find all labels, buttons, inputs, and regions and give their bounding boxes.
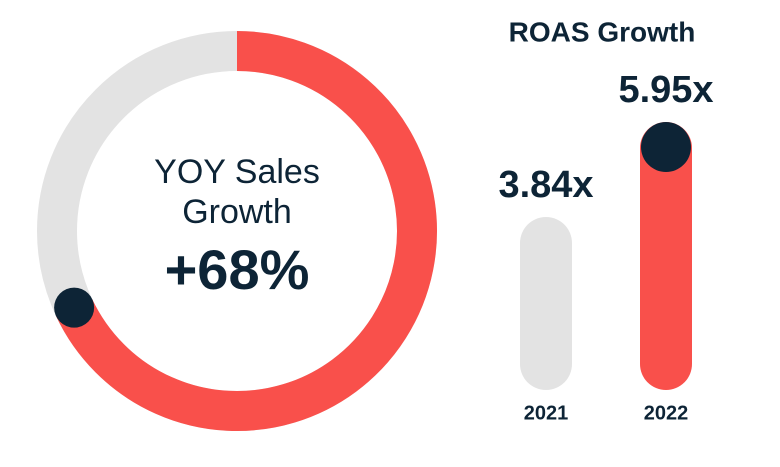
x-tick-label: 2022 bbox=[644, 402, 689, 424]
bar-chart-title: ROAS Growth bbox=[509, 16, 696, 47]
x-tick-label: 2021 bbox=[524, 402, 569, 424]
value-label: 3.84x bbox=[498, 164, 593, 206]
donut-value-label: +68% bbox=[164, 238, 310, 301]
value-label: 5.95x bbox=[618, 69, 713, 111]
bar-top-dot bbox=[641, 122, 691, 172]
donut-end-dot bbox=[54, 287, 95, 328]
donut-arc bbox=[56, 31, 437, 431]
donut-title: YOY Sales Growth bbox=[154, 153, 320, 231]
bar bbox=[640, 122, 692, 390]
bar bbox=[520, 217, 572, 390]
